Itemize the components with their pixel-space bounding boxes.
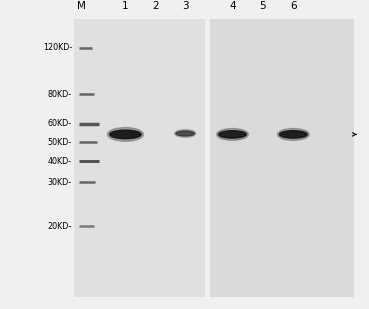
Text: 6: 6 (290, 1, 297, 11)
Bar (74, 19, 205, 297)
Text: 80KD-: 80KD- (48, 90, 72, 99)
Ellipse shape (176, 131, 194, 136)
Ellipse shape (107, 128, 144, 141)
Bar (210, 19, 354, 297)
Text: M: M (77, 1, 86, 11)
Text: 4: 4 (229, 1, 236, 11)
Ellipse shape (218, 131, 246, 138)
Text: 3: 3 (182, 1, 189, 11)
Text: 5: 5 (259, 1, 266, 11)
Text: 20KD-: 20KD- (48, 222, 72, 231)
Ellipse shape (110, 130, 141, 139)
Text: 50KD-: 50KD- (48, 138, 72, 147)
Text: 120KD-: 120KD- (43, 43, 72, 53)
Text: 2: 2 (152, 1, 159, 11)
Ellipse shape (277, 129, 309, 140)
Ellipse shape (175, 129, 196, 138)
Text: 1: 1 (122, 1, 129, 11)
Text: 60KD-: 60KD- (48, 119, 72, 128)
Text: 40KD-: 40KD- (48, 157, 72, 166)
Text: 30KD-: 30KD- (48, 178, 72, 187)
Ellipse shape (217, 129, 248, 140)
Ellipse shape (280, 131, 307, 138)
